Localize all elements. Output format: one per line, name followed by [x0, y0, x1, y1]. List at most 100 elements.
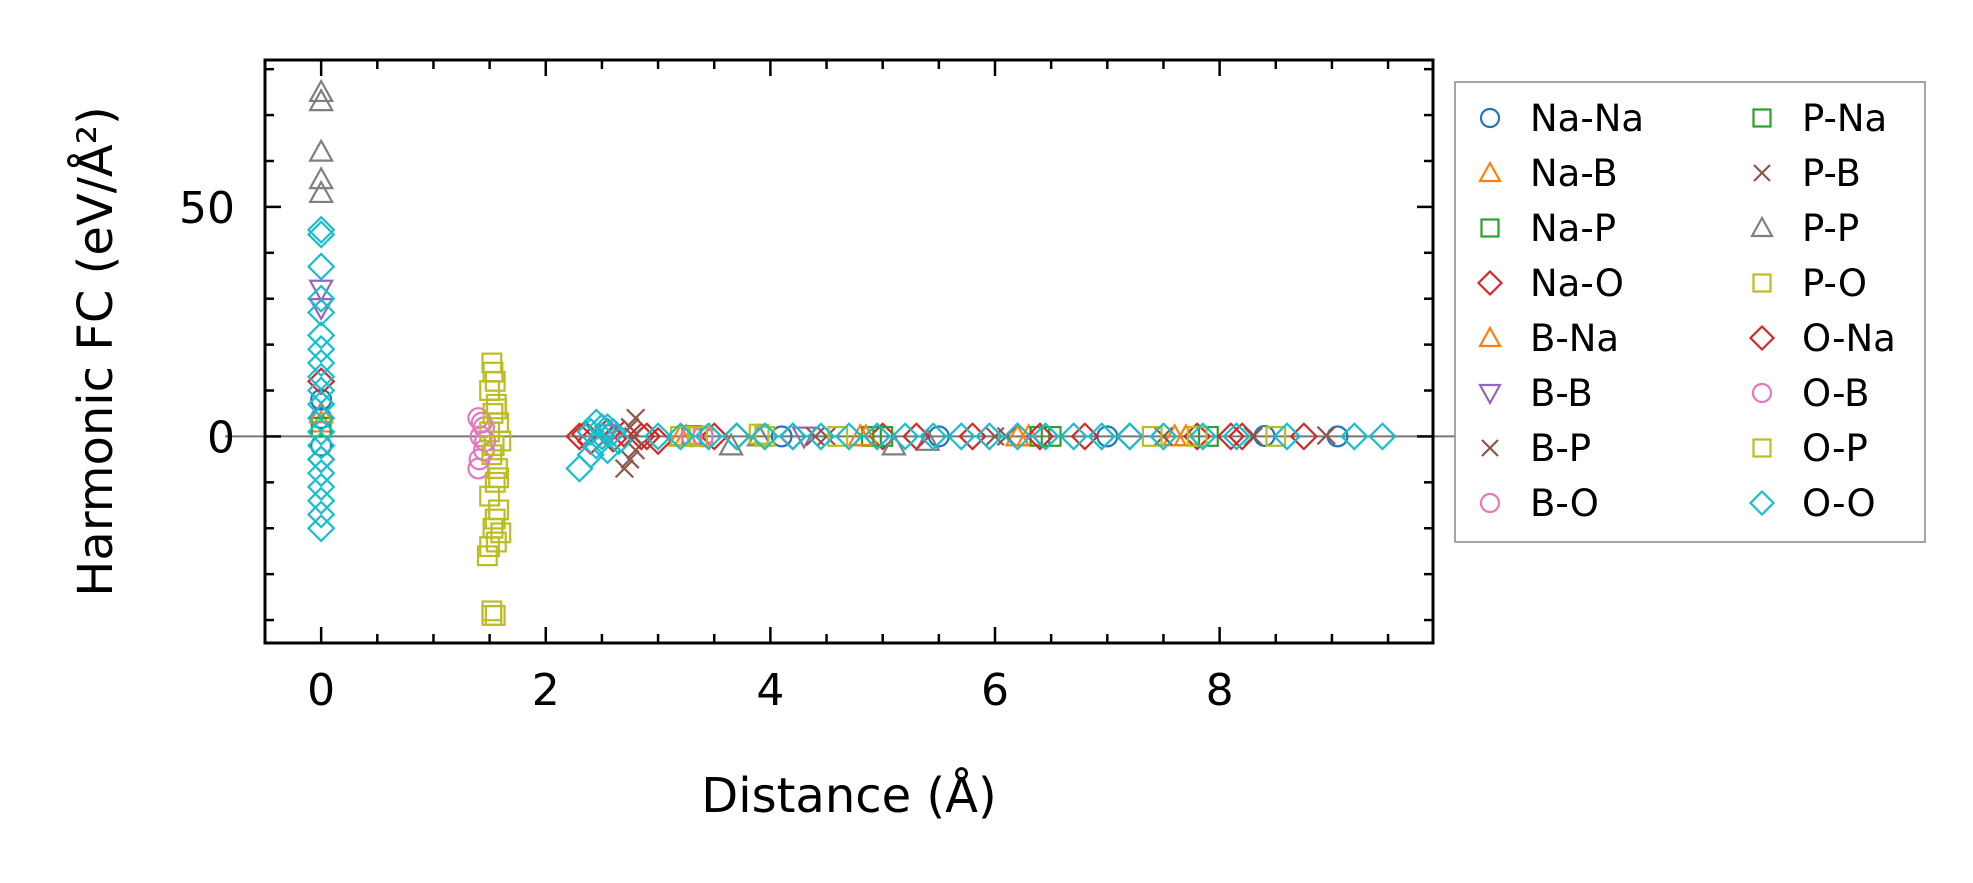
- legend-item: Na-B: [1478, 152, 1618, 195]
- data-point: [1216, 422, 1246, 451]
- legend-marker: [1478, 160, 1502, 183]
- data-point: [306, 284, 336, 313]
- data-point: [614, 458, 634, 479]
- legend-marker: [1753, 164, 1771, 182]
- data-point: [778, 422, 808, 451]
- legend-item: Na-O: [1476, 262, 1624, 305]
- data-point: [306, 458, 336, 488]
- data-point: [306, 514, 336, 543]
- data-point: [306, 298, 336, 327]
- legend-marker: [1479, 107, 1501, 129]
- x-tick-label: 4: [756, 665, 784, 716]
- data-point: [1222, 422, 1251, 451]
- data-point: [306, 390, 336, 419]
- data-point: [308, 88, 335, 112]
- data-points: [306, 78, 1397, 626]
- plot-frame: [263, 58, 1435, 645]
- legend-label: Na-O: [1530, 262, 1624, 305]
- data-point: [750, 422, 779, 451]
- legend-item: B-P: [1481, 427, 1591, 470]
- legend-marker: [1476, 269, 1504, 297]
- data-point: [306, 334, 336, 364]
- data-point: [643, 422, 673, 451]
- data-point: [722, 422, 751, 451]
- data-point: [306, 403, 336, 433]
- legend-item: B-B: [1478, 372, 1593, 415]
- data-point: [308, 279, 335, 303]
- legend-item: Na-P: [1480, 207, 1616, 250]
- data-point: [604, 426, 633, 456]
- legend-label: P-Na: [1802, 97, 1887, 140]
- legend-label: O-O: [1802, 482, 1876, 525]
- data-point: [306, 252, 336, 281]
- data-point: [1004, 423, 1031, 447]
- data-point: [806, 422, 836, 451]
- data-point: [694, 422, 723, 451]
- data-point: [483, 435, 505, 457]
- data-point: [1115, 422, 1144, 451]
- data-point: [1340, 422, 1369, 451]
- data-point: [623, 426, 643, 447]
- legend-marker: [1750, 215, 1774, 238]
- axis-ticks: [265, 60, 1433, 643]
- data-point: [306, 348, 336, 378]
- y-tick-labels: 0 50: [179, 183, 235, 464]
- data-point: [468, 448, 491, 471]
- data-point: [1272, 422, 1302, 451]
- data-point: [919, 422, 948, 451]
- data-point: [306, 362, 336, 391]
- data-point: [1031, 422, 1060, 451]
- data-point: [834, 422, 864, 451]
- legend-label: Na-Na: [1530, 97, 1644, 140]
- data-point: [306, 376, 336, 405]
- data-point: [308, 166, 335, 190]
- data-point: [1149, 422, 1178, 451]
- legend-label: Na-B: [1530, 152, 1618, 195]
- legend-item: P-B: [1753, 152, 1861, 195]
- legend-item: B-Na: [1478, 317, 1619, 360]
- data-point: [593, 435, 622, 465]
- legend-label: B-Na: [1530, 317, 1619, 360]
- data-point: [481, 605, 503, 626]
- data-point: [1316, 425, 1336, 446]
- legend: Na-Na Na-B Na-P Na-O B-Na B-B B-P B-O P-Na P-B P-P…: [1454, 81, 1926, 543]
- legend-marker: [1479, 492, 1501, 514]
- data-point: [485, 531, 507, 553]
- series-o-o: [306, 215, 1397, 543]
- series-p-o: [476, 352, 1287, 626]
- legend-marker: [1748, 489, 1776, 517]
- legend-item: B-O: [1479, 482, 1599, 525]
- data-point: [306, 367, 336, 396]
- data-point: [975, 422, 1004, 451]
- data-point: [482, 517, 504, 539]
- x-tick-label: 0: [307, 665, 335, 716]
- data-point: [1087, 422, 1116, 451]
- data-point: [770, 425, 793, 448]
- legend-marker: [1480, 218, 1500, 238]
- legend-marker: [1752, 273, 1772, 293]
- data-point: [643, 426, 673, 456]
- legend-item: P-P: [1750, 207, 1859, 250]
- legend-label: B-B: [1530, 372, 1593, 415]
- legend-label: O-P: [1802, 427, 1868, 470]
- data-point: [1161, 423, 1188, 447]
- data-point: [947, 422, 976, 451]
- legend-label: O-Na: [1802, 317, 1896, 360]
- data-point: [1265, 425, 1287, 447]
- data-point: [1003, 422, 1032, 451]
- data-point: [306, 431, 336, 460]
- legend-label: P-B: [1802, 152, 1861, 195]
- x-tick-label: 6: [981, 665, 1009, 716]
- data-point: [1243, 426, 1263, 447]
- data-point: [306, 472, 336, 502]
- data-point: [308, 138, 335, 162]
- data-point: [306, 215, 336, 245]
- x-tick-label: 8: [1206, 665, 1234, 716]
- series-b-b: [308, 279, 817, 450]
- data-point: [484, 471, 506, 493]
- legend-label: B-P: [1530, 427, 1591, 470]
- legend-marker: [1752, 108, 1772, 128]
- legend-label: B-O: [1530, 482, 1599, 525]
- data-point: [488, 467, 510, 489]
